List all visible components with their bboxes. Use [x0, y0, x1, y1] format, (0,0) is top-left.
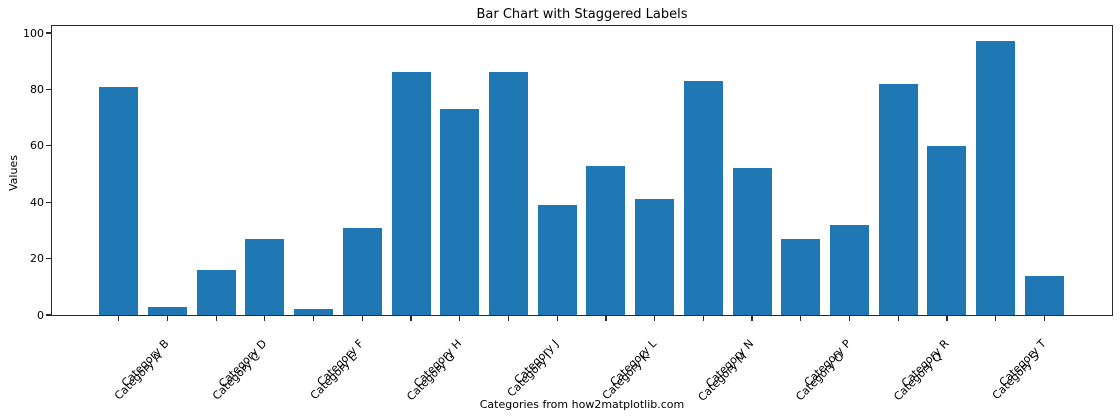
- x-tick-label: Category J: [511, 337, 562, 387]
- bar-category-k: [586, 165, 626, 315]
- plot-area: [51, 25, 1113, 315]
- bar-category-j: [537, 205, 577, 315]
- bar-category-b: [147, 306, 187, 315]
- x-tick-mark: [654, 316, 656, 321]
- bar-category-m: [683, 80, 723, 315]
- x-tick-mark: [410, 316, 412, 321]
- bar-category-d: [245, 238, 285, 315]
- bar-category-o: [781, 238, 821, 315]
- bar-category-g: [391, 72, 431, 315]
- bar-category-a: [99, 86, 139, 315]
- x-tick-mark: [313, 316, 315, 321]
- x-tick-mark: [605, 316, 607, 321]
- x-tick-label: Category P: [801, 337, 854, 389]
- x-tick-mark: [166, 316, 169, 321]
- x-tick-mark: [361, 316, 363, 321]
- x-tick-mark: [751, 316, 753, 321]
- x-tick-label: Category D: [215, 337, 270, 391]
- bar-category-p: [830, 224, 870, 315]
- x-tick-mark: [215, 316, 217, 321]
- x-tick-mark: [118, 316, 120, 321]
- y-tick-label: 0: [37, 308, 44, 322]
- y-tick-label: 20: [30, 252, 44, 266]
- bar-category-i: [488, 72, 528, 315]
- chart-title: Bar Chart with Staggered Labels: [476, 7, 688, 22]
- x-axis-label: Categories from how2matplotlib.com: [479, 398, 685, 411]
- bar-category-n: [732, 168, 772, 315]
- x-tick-label: Category N: [703, 337, 757, 391]
- y-tick-mark: [46, 258, 51, 260]
- x-tick-mark: [264, 316, 266, 321]
- y-tick-mark: [46, 145, 51, 147]
- x-tick-label: Category F: [314, 337, 367, 389]
- bar-category-e: [294, 309, 334, 315]
- x-tick-mark: [897, 316, 899, 321]
- x-tick-label: Category R: [898, 337, 952, 390]
- bar-category-s: [976, 41, 1016, 315]
- bar-category-c: [196, 269, 236, 315]
- x-tick-mark: [946, 316, 948, 321]
- x-tick-mark: [995, 316, 997, 321]
- y-tick-label: 60: [30, 139, 44, 153]
- y-tick-label: 40: [30, 195, 44, 209]
- y-tick-mark: [46, 314, 51, 316]
- y-tick-label: 100: [23, 26, 44, 40]
- bar-category-r: [927, 145, 967, 315]
- x-tick-mark: [507, 316, 510, 321]
- x-tick-label: Category B: [119, 337, 172, 390]
- bar-category-q: [878, 83, 918, 315]
- x-tick-mark: [459, 316, 461, 321]
- bar-category-f: [342, 227, 382, 315]
- bar-category-l: [635, 199, 675, 315]
- bar-category-h: [440, 109, 480, 315]
- x-tick-mark: [702, 316, 704, 321]
- x-tick-mark: [848, 316, 851, 321]
- x-tick-mark: [800, 316, 802, 321]
- y-tick-mark: [46, 32, 51, 34]
- x-tick-label: Category H: [410, 337, 464, 391]
- y-tick-label: 80: [30, 82, 44, 96]
- y-tick-mark: [46, 201, 51, 203]
- x-tick-label: Category T: [996, 337, 1049, 389]
- bar-category-t: [1024, 275, 1064, 315]
- x-tick-mark: [556, 316, 558, 321]
- x-tick-mark: [1043, 316, 1045, 321]
- x-tick-label: Category L: [607, 337, 659, 389]
- y-tick-mark: [46, 88, 51, 90]
